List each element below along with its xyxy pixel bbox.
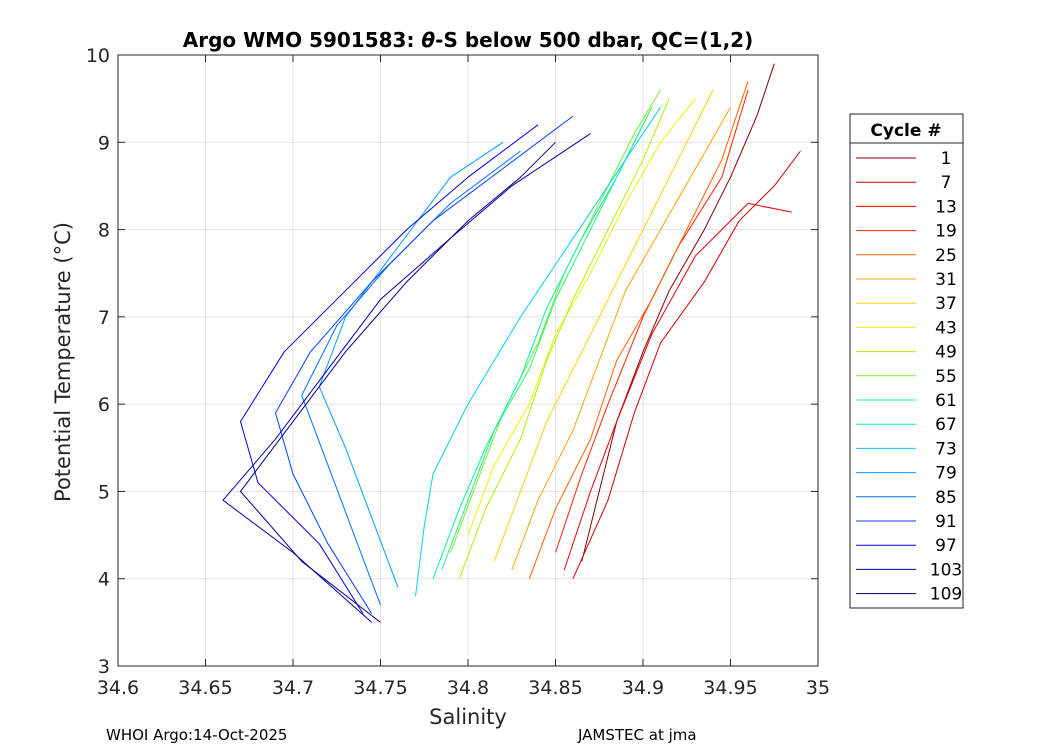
legend-label-cycle-79: 79 (935, 464, 957, 484)
series-line-cycle-13 (563, 202, 792, 571)
series-line-cycle-25 (528, 81, 749, 579)
legend-label-cycle-67: 67 (935, 415, 957, 435)
series-line-cycle-7 (572, 150, 801, 579)
x-tick-label: 34.95 (703, 677, 757, 699)
series-line-cycle-49 (458, 98, 670, 579)
legend-label-cycle-109: 109 (930, 585, 962, 605)
footer-right: JAMSTEC at jma (578, 726, 697, 744)
x-tick-label: 34.85 (528, 677, 582, 699)
series-line-cycle-67 (432, 124, 644, 579)
legend-label-cycle-19: 19 (935, 222, 957, 242)
y-axis-label: Potential Temperature (°C) (51, 222, 75, 502)
x-tick-label: 35 (806, 677, 830, 699)
legend-label-cycle-37: 37 (935, 294, 957, 314)
series-line-cycle-109 (240, 141, 556, 623)
legend-label-cycle-13: 13 (935, 197, 957, 217)
series-line-cycle-31 (511, 107, 731, 571)
footer-left: WHOI Argo:14-Oct-2025 (106, 726, 288, 744)
x-tick-label: 34.8 (447, 677, 489, 699)
axis-ticks: 34.6 34.65 34.7 34.75 34.8 34.85 34.9 34.95 35 3 4… (86, 45, 830, 699)
data-series-group (222, 63, 801, 623)
series-line-cycle-43 (467, 98, 696, 536)
y-tick-label: 8 (98, 220, 110, 242)
x-tick-label: 34.65 (178, 677, 232, 699)
series-line-cycle-91 (275, 115, 574, 614)
y-tick-label: 6 (98, 394, 110, 416)
y-tick-label: 9 (98, 132, 110, 154)
legend-label-cycle-85: 85 (935, 488, 957, 508)
series-line-cycle-55 (450, 89, 661, 553)
series-line-cycle-1 (581, 63, 775, 562)
legend-label-cycle-61: 61 (935, 391, 957, 411)
chart-title: Argo WMO 5901583: θ-S below 500 dbar, QC… (183, 28, 753, 52)
x-tick-label: 34.75 (353, 677, 407, 699)
x-tick-label: 34.9 (622, 677, 664, 699)
y-tick-label: 3 (98, 656, 110, 678)
y-tick-label: 7 (98, 307, 110, 329)
series-line-cycle-37 (493, 89, 714, 562)
legend-label-cycle-43: 43 (935, 318, 957, 338)
legend-label-cycle-7: 7 (941, 173, 952, 193)
legend: Cycle # 1 7 13 19 25 31 37 43 49 55 61 67 73 79 85 91 97… (849, 113, 964, 609)
legend-label-cycle-25: 25 (935, 246, 957, 266)
legend-label-cycle-55: 55 (935, 367, 957, 387)
y-tick-label: 10 (86, 45, 110, 67)
series-line-cycle-19 (555, 89, 749, 553)
series-line-cycle-79 (318, 141, 504, 588)
legend-label-cycle-73: 73 (935, 439, 957, 459)
legend-title: Cycle # (870, 121, 941, 141)
y-tick-label: 5 (98, 481, 110, 503)
y-tick-label: 4 (98, 569, 110, 591)
x-tick-label: 34.7 (272, 677, 314, 699)
series-line-cycle-85 (301, 150, 521, 606)
legend-label-cycle-49: 49 (935, 343, 957, 363)
legend-label-cycle-97: 97 (935, 536, 957, 556)
legend-label-cycle-103: 103 (930, 560, 962, 580)
legend-label-cycle-1: 1 (941, 149, 952, 169)
series-line-cycle-73 (415, 107, 661, 597)
series-line-cycle-103 (222, 133, 591, 623)
x-axis-label: Salinity (429, 705, 507, 729)
legend-box (849, 113, 964, 609)
legend-label-cycle-31: 31 (935, 270, 957, 290)
x-tick-label: 34.6 (97, 677, 139, 699)
series-line-cycle-97 (240, 124, 539, 614)
legend-label-cycle-91: 91 (935, 512, 957, 532)
